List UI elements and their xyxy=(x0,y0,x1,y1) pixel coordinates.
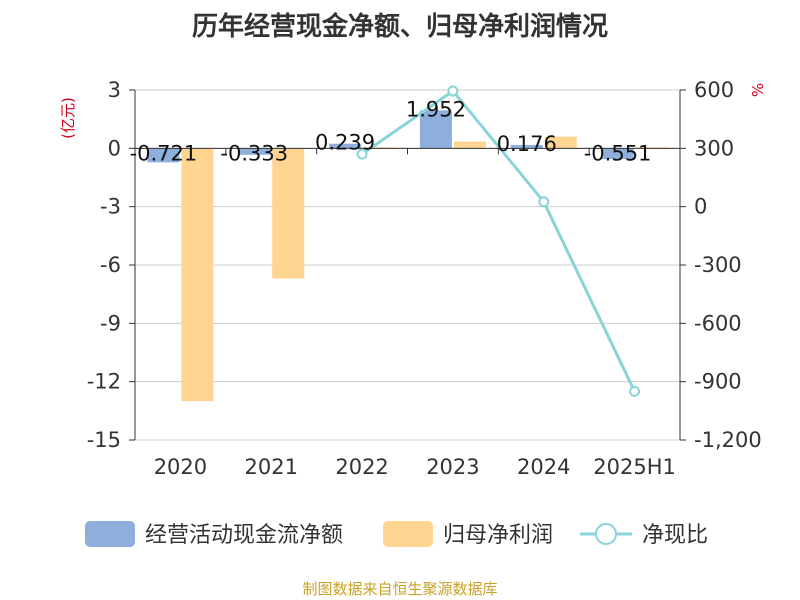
ratio-line-path xyxy=(361,88,636,393)
right-tick-label: -1,200 xyxy=(694,428,762,452)
x-tick-label: 2021 xyxy=(245,455,298,479)
source-note: 制图数据来自恒生聚源数据库 xyxy=(302,580,498,598)
left-tick-label: -6 xyxy=(100,253,121,277)
data-labels: -0.721 -0.333 0.239 1.952 0.176 -0.551 xyxy=(130,97,652,165)
right-tick-label: -300 xyxy=(694,253,742,277)
x-tick-label: 2022 xyxy=(335,455,388,479)
bar-net-profit xyxy=(272,148,305,279)
axes: 3 0 -3 -6 -9 -12 -15 600 300 0 -300 -600 -900 -1,200 (… xyxy=(59,78,767,479)
legend-label-ratio: 净现比 xyxy=(642,523,708,548)
x-tick-label: 2020 xyxy=(154,455,207,479)
right-tick-label: -900 xyxy=(694,370,742,394)
right-tick-label: 600 xyxy=(694,78,734,102)
bar-net-profit xyxy=(453,141,486,149)
bar-operating-cashflow xyxy=(510,144,543,149)
right-tick-label: -600 xyxy=(694,311,742,335)
legend: 经营活动现金流净额 归母净利润 净现比 xyxy=(85,521,708,548)
bar-operating-cashflow xyxy=(419,110,452,149)
left-tick-label: -15 xyxy=(87,428,121,452)
bars xyxy=(147,110,668,402)
left-tick-label: -3 xyxy=(100,195,121,219)
data-label: -0.551 xyxy=(584,141,652,165)
data-label: 0.239 xyxy=(315,131,375,155)
bar-operating-cashflow xyxy=(238,148,271,155)
bar-operating-cashflow xyxy=(147,148,180,163)
legend-swatch-cashflow xyxy=(85,521,135,547)
right-tick-label: 0 xyxy=(694,195,707,219)
right-tick-label: 300 xyxy=(694,136,734,160)
bar-operating-cashflow xyxy=(601,148,634,160)
left-tick-label: -9 xyxy=(100,311,121,335)
right-axis-label: % xyxy=(749,83,767,97)
bar-net-profit xyxy=(181,148,214,402)
data-label: -0.333 xyxy=(220,141,288,165)
left-tick-label: -12 xyxy=(87,370,121,394)
ratio-point xyxy=(356,148,368,160)
left-axis-label: (亿元) xyxy=(59,97,77,139)
legend-swatch-net-profit xyxy=(383,521,433,547)
bar-operating-cashflow xyxy=(329,143,362,149)
legend-label-net-profit: 归母净利润 xyxy=(443,523,553,548)
left-tick-label: 3 xyxy=(108,78,121,102)
legend-label-cashflow: 经营活动现金流净额 xyxy=(145,523,343,548)
left-tick-label: 0 xyxy=(108,136,121,160)
ratio-line xyxy=(356,85,641,397)
ratio-point xyxy=(538,196,550,208)
data-label: 1.952 xyxy=(406,97,466,121)
bar-net-profit xyxy=(544,136,577,149)
data-label: 0.176 xyxy=(497,132,557,156)
ratio-point xyxy=(629,385,641,397)
ratio-point xyxy=(447,85,459,97)
x-tick-label: 2025H1 xyxy=(593,455,676,479)
legend-swatch-ratio-marker xyxy=(595,523,617,545)
data-label: -0.721 xyxy=(130,141,198,165)
chart-title: 历年经营现金净额、归母净利润情况 xyxy=(191,12,608,42)
x-tick-label: 2023 xyxy=(426,455,479,479)
x-tick-label: 2024 xyxy=(517,455,570,479)
